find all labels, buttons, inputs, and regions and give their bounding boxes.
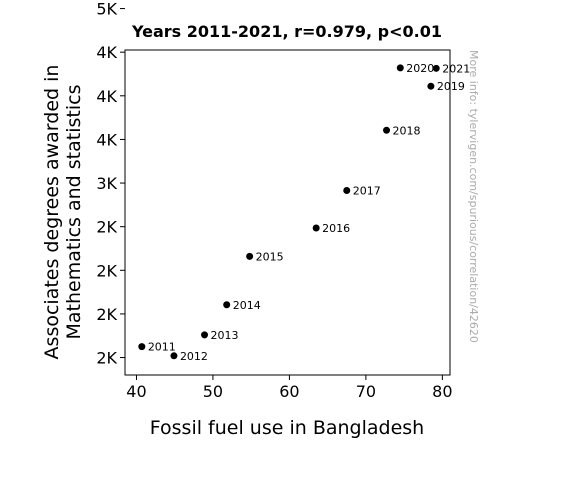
watermark-text: More info: tylervigen.com/spurious/corre… — [467, 50, 480, 343]
y-tick-label: 4K — [96, 43, 117, 62]
data-point — [432, 64, 440, 72]
y-axis: 2K 2K 2K 2K 3K 4K 4K 4K 5K — [96, 0, 125, 368]
data-point — [312, 224, 320, 232]
data-point-label: 2020 — [406, 62, 434, 75]
x-axis-label: Fossil fuel use in Bangladesh — [150, 417, 424, 439]
data-point-label: 2014 — [233, 299, 261, 312]
data-point — [383, 126, 391, 134]
data-point — [138, 343, 146, 351]
data-point-label: 2013 — [211, 329, 239, 342]
y-tick-label: 3K — [96, 174, 117, 193]
data-point — [170, 352, 178, 360]
data-point — [343, 186, 351, 194]
x-tick-label: 70 — [356, 382, 376, 401]
data-point-label: 2019 — [437, 80, 465, 93]
y-tick-label: 4K — [96, 130, 117, 149]
plot-area — [124, 49, 451, 376]
data-point — [396, 64, 404, 72]
x-tick-label: 40 — [126, 382, 146, 401]
data-point — [201, 331, 209, 339]
y-tick-label: 2K — [96, 218, 117, 237]
y-tick-label: 4K — [96, 87, 117, 106]
data-point-label: 2016 — [322, 222, 350, 235]
y-tick-label: 2K — [96, 305, 117, 324]
x-tick-label: 80 — [432, 382, 452, 401]
data-point-label: 2021 — [442, 62, 470, 75]
x-axis: 40 50 60 70 80 — [126, 375, 453, 401]
x-tick-label: 50 — [203, 382, 223, 401]
y-axis-label-line-1: Associates degrees awarded in — [41, 65, 63, 360]
y-axis-label-line-2: Mathematics and statistics — [63, 85, 85, 340]
data-point-label: 2018 — [393, 124, 421, 137]
y-axis-label: Associates degrees awarded in Mathematic… — [41, 65, 85, 360]
data-point-label: 2017 — [353, 184, 381, 197]
data-point — [223, 301, 231, 309]
y-tick-label: 2K — [96, 349, 117, 368]
y-tick-label: 2K — [96, 261, 117, 280]
data-point — [427, 82, 435, 90]
chart-title: Years 2011-2021, r=0.979, p<0.01 — [131, 22, 442, 41]
watermark: More info: tylervigen.com/spurious/corre… — [467, 50, 480, 343]
data-point — [246, 252, 254, 260]
data-point-label: 2015 — [256, 250, 284, 263]
x-tick-label: 60 — [279, 382, 299, 401]
data-point-label: 2012 — [180, 350, 208, 363]
y-tick-label: 5K — [96, 0, 117, 19]
data-point-label: 2011 — [148, 341, 176, 354]
